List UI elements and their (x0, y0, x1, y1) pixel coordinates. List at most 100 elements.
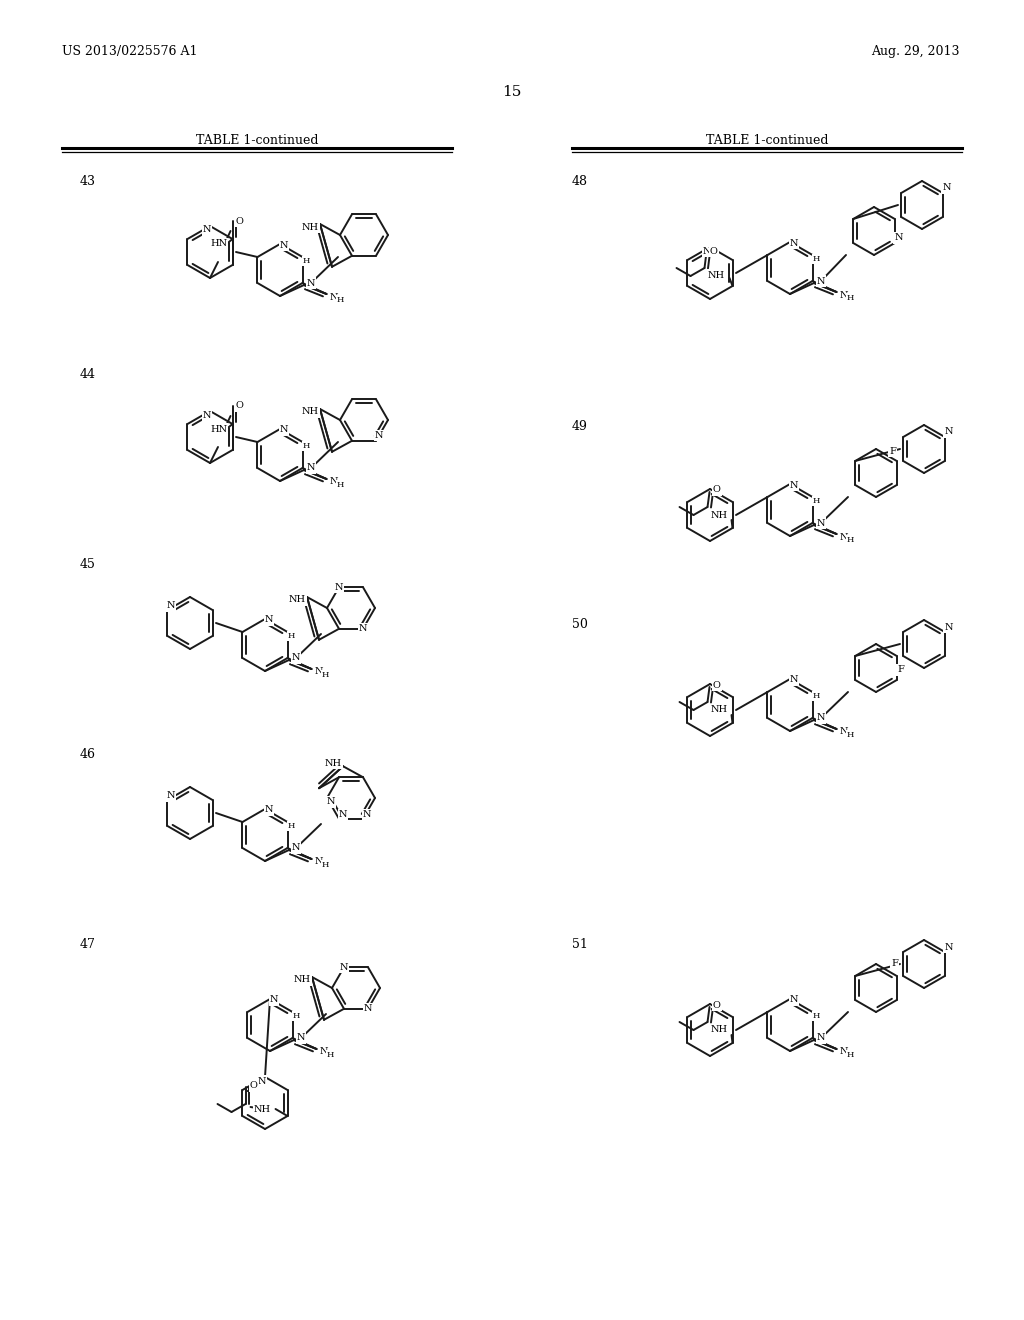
Text: N: N (817, 1034, 825, 1043)
Text: TABLE 1-continued: TABLE 1-continued (196, 133, 318, 147)
Text: 46: 46 (80, 748, 96, 762)
Text: F: F (890, 446, 896, 455)
Text: H: H (322, 671, 329, 678)
Text: N: N (362, 810, 372, 820)
Text: O: O (713, 486, 721, 495)
Text: N: N (339, 810, 347, 820)
Text: N: N (790, 239, 799, 248)
Text: N: N (840, 727, 848, 737)
Text: N: N (817, 519, 825, 528)
Text: H: H (337, 480, 344, 488)
Text: N: N (944, 428, 953, 437)
Text: 49: 49 (572, 420, 588, 433)
Text: N: N (942, 183, 951, 193)
Text: N: N (335, 582, 343, 591)
Text: N: N (314, 668, 323, 676)
Text: N: N (840, 532, 848, 541)
Text: N: N (817, 714, 825, 722)
Text: N: N (292, 843, 300, 853)
Text: N: N (292, 653, 300, 663)
Text: N: N (817, 276, 825, 285)
Text: N: N (702, 247, 712, 256)
Text: N: N (944, 623, 953, 631)
Text: NH: NH (711, 705, 728, 714)
Text: N: N (319, 1048, 328, 1056)
Text: H: H (847, 1051, 854, 1059)
Text: NH: NH (301, 223, 318, 231)
Text: H: H (322, 861, 329, 869)
Text: H: H (293, 1012, 300, 1020)
Text: O: O (236, 216, 244, 226)
Text: NH: NH (325, 759, 342, 768)
Text: 47: 47 (80, 939, 96, 950)
Text: N: N (790, 995, 799, 1005)
Text: N: N (944, 942, 953, 952)
Text: H: H (813, 692, 820, 700)
Text: N: N (790, 676, 799, 685)
Text: H: H (813, 498, 820, 506)
Text: H: H (337, 296, 344, 304)
Text: NH: NH (289, 595, 305, 605)
Text: N: N (269, 995, 279, 1005)
Text: N: N (375, 432, 383, 441)
Text: NH: NH (711, 511, 728, 520)
Text: H: H (813, 1012, 820, 1020)
Text: H: H (327, 1051, 334, 1059)
Text: H: H (847, 536, 854, 544)
Text: N: N (166, 602, 175, 610)
Text: H: H (847, 294, 854, 302)
Text: NH: NH (708, 271, 725, 280)
Text: N: N (327, 797, 335, 807)
Text: N: N (280, 425, 288, 434)
Text: N: N (840, 290, 848, 300)
Text: N: N (265, 615, 273, 624)
Text: HN: HN (210, 425, 227, 433)
Text: F: F (897, 665, 904, 675)
Text: 44: 44 (80, 368, 96, 381)
Text: NH: NH (301, 408, 318, 417)
Text: NH: NH (294, 975, 310, 985)
Text: N: N (330, 478, 338, 487)
Text: O: O (713, 681, 721, 689)
Text: H: H (288, 632, 295, 640)
Text: N: N (203, 226, 211, 235)
Text: N: N (166, 792, 175, 800)
Text: US 2013/0225576 A1: US 2013/0225576 A1 (62, 45, 198, 58)
Text: 51: 51 (572, 939, 588, 950)
Text: N: N (840, 1048, 848, 1056)
Text: NH: NH (254, 1105, 271, 1114)
Text: N: N (364, 1005, 373, 1014)
Text: H: H (847, 731, 854, 739)
Text: N: N (340, 962, 348, 972)
Text: 15: 15 (503, 84, 521, 99)
Text: O: O (250, 1081, 257, 1090)
Text: O: O (710, 247, 718, 256)
Text: N: N (790, 480, 799, 490)
Text: H: H (813, 255, 820, 263)
Text: H: H (303, 257, 310, 265)
Text: H: H (288, 822, 295, 830)
Text: N: N (307, 463, 315, 473)
Text: N: N (265, 805, 273, 814)
Text: N: N (358, 624, 368, 634)
Text: 43: 43 (80, 176, 96, 187)
Text: HN: HN (210, 239, 227, 248)
Text: TABLE 1-continued: TABLE 1-continued (706, 133, 828, 147)
Text: F: F (891, 960, 898, 969)
Text: O: O (236, 401, 244, 411)
Text: 45: 45 (80, 558, 96, 572)
Text: N: N (314, 858, 323, 866)
Text: O: O (713, 1001, 721, 1010)
Text: NH: NH (711, 1026, 728, 1035)
Text: N: N (280, 240, 288, 249)
Text: N: N (297, 1034, 305, 1043)
Text: H: H (303, 442, 310, 450)
Text: Aug. 29, 2013: Aug. 29, 2013 (871, 45, 961, 58)
Text: N: N (330, 293, 338, 301)
Text: 48: 48 (572, 176, 588, 187)
Text: N: N (258, 1077, 266, 1085)
Text: N: N (203, 411, 211, 420)
Text: N: N (895, 234, 903, 243)
Text: 50: 50 (572, 618, 588, 631)
Text: N: N (307, 279, 315, 288)
